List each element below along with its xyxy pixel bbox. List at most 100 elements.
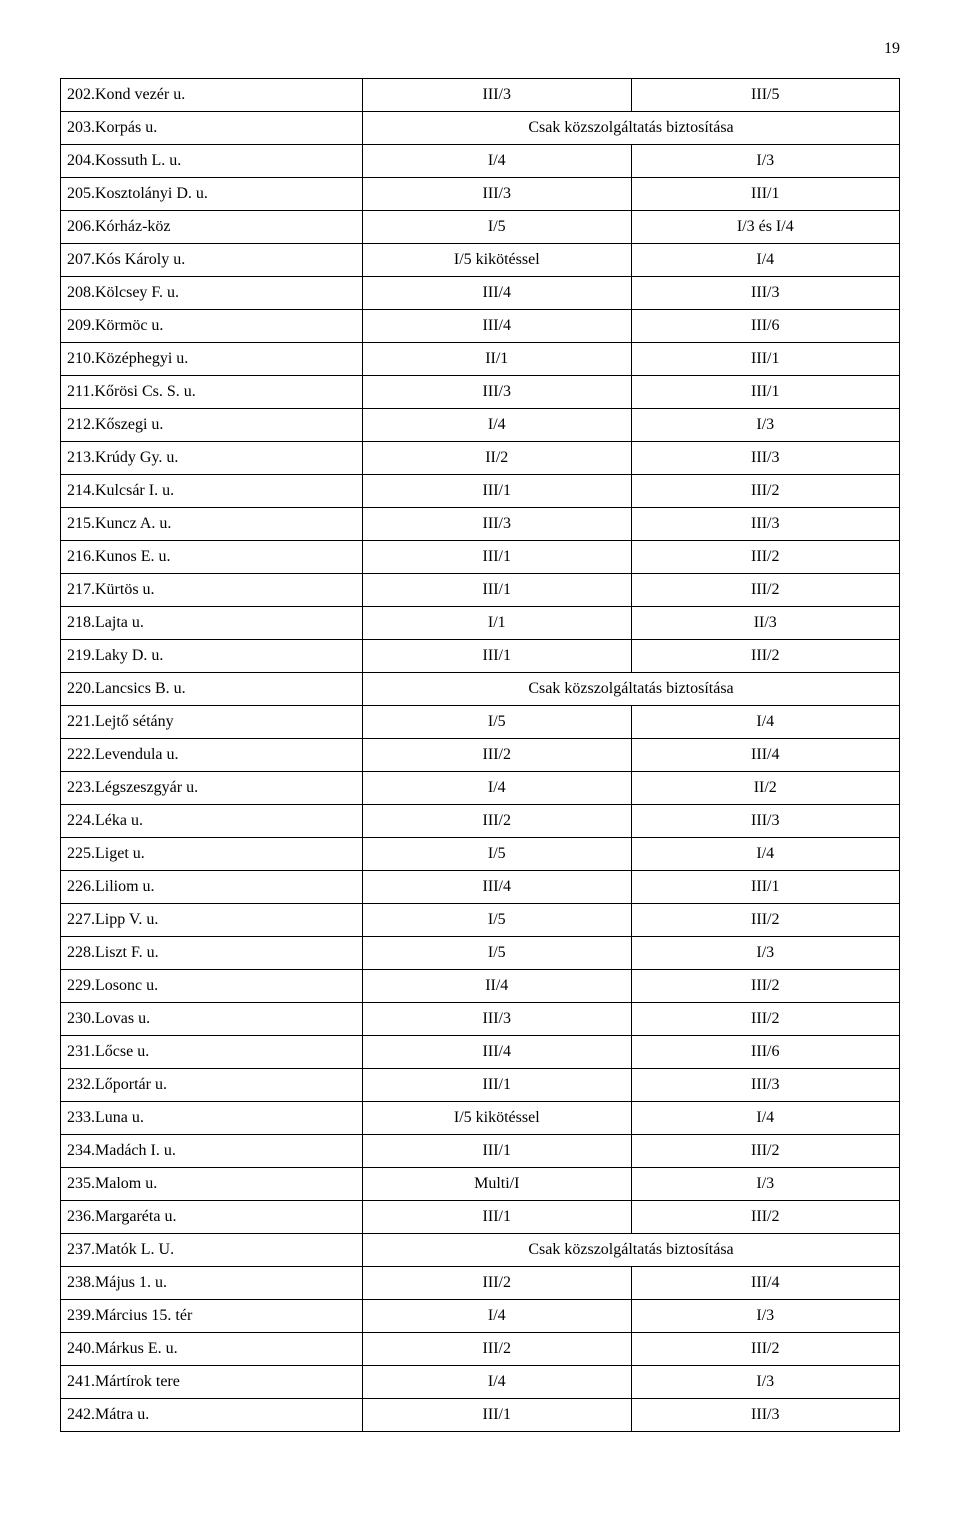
street-name-cell: 218.Lajta u. (61, 607, 363, 640)
value-cell-a: I/5 (363, 937, 631, 970)
table-row: 236.Margaréta u.III/1III/2 (61, 1201, 900, 1234)
table-row: 228.Liszt F. u.I/5I/3 (61, 937, 900, 970)
value-cell-b: III/3 (631, 508, 900, 541)
value-cell-a: I/4 (363, 145, 631, 178)
value-cell-b: I/4 (631, 1102, 900, 1135)
table-row: 213.Krúdy Gy. u.II/2III/3 (61, 442, 900, 475)
value-cell-b: III/4 (631, 739, 900, 772)
value-cell-a: I/4 (363, 409, 631, 442)
value-cell-b: III/2 (631, 1333, 900, 1366)
value-cell-a: III/1 (363, 640, 631, 673)
value-cell-a: III/3 (363, 376, 631, 409)
table-row: 241.Mártírok tereI/4I/3 (61, 1366, 900, 1399)
street-name-cell: 225.Liget u. (61, 838, 363, 871)
merged-note-cell: Csak közszolgáltatás biztosítása (363, 1234, 900, 1267)
street-name-cell: 223.Légszeszgyár u. (61, 772, 363, 805)
table-row: 230.Lovas u.III/3III/2 (61, 1003, 900, 1036)
value-cell-b: III/2 (631, 475, 900, 508)
value-cell-a: III/1 (363, 541, 631, 574)
value-cell-a: III/3 (363, 178, 631, 211)
value-cell-b: III/1 (631, 178, 900, 211)
value-cell-a: III/2 (363, 739, 631, 772)
street-name-cell: 235.Malom u. (61, 1168, 363, 1201)
value-cell-b: III/5 (631, 79, 900, 112)
value-cell-a: I/4 (363, 1366, 631, 1399)
table-row: 235.Malom u.Multi/II/3 (61, 1168, 900, 1201)
street-table: 202.Kond vezér u.III/3III/5203.Korpás u.… (60, 78, 900, 1432)
street-name-cell: 212.Kőszegi u. (61, 409, 363, 442)
value-cell-a: III/1 (363, 475, 631, 508)
value-cell-b: III/3 (631, 277, 900, 310)
street-name-cell: 234.Madách I. u. (61, 1135, 363, 1168)
value-cell-a: III/2 (363, 805, 631, 838)
value-cell-b: III/3 (631, 1399, 900, 1432)
table-row: 212.Kőszegi u.I/4I/3 (61, 409, 900, 442)
merged-note-cell: Csak közszolgáltatás biztosítása (363, 112, 900, 145)
value-cell-b: III/2 (631, 904, 900, 937)
value-cell-a: III/1 (363, 574, 631, 607)
value-cell-b: I/4 (631, 838, 900, 871)
street-name-cell: 224.Léka u. (61, 805, 363, 838)
street-name-cell: 232.Lőportár u. (61, 1069, 363, 1102)
value-cell-b: III/2 (631, 970, 900, 1003)
street-name-cell: 211.Kőrösi Cs. S. u. (61, 376, 363, 409)
table-row: 217.Kürtös u.III/1III/2 (61, 574, 900, 607)
value-cell-b: III/1 (631, 871, 900, 904)
table-row: 233.Luna u.I/5 kikötésselI/4 (61, 1102, 900, 1135)
street-name-cell: 242.Mátra u. (61, 1399, 363, 1432)
value-cell-b: II/2 (631, 772, 900, 805)
street-name-cell: 222.Levendula u. (61, 739, 363, 772)
value-cell-a: II/4 (363, 970, 631, 1003)
value-cell-a: III/3 (363, 79, 631, 112)
value-cell-b: I/3 (631, 1300, 900, 1333)
value-cell-a: I/4 (363, 1300, 631, 1333)
value-cell-b: III/2 (631, 1135, 900, 1168)
table-row: 204.Kossuth L. u.I/4I/3 (61, 145, 900, 178)
street-name-cell: 238.Május 1. u. (61, 1267, 363, 1300)
table-row: 210.Középhegyi u.II/1III/1 (61, 343, 900, 376)
value-cell-a: III/1 (363, 1069, 631, 1102)
street-name-cell: 241.Mártírok tere (61, 1366, 363, 1399)
value-cell-b: III/3 (631, 442, 900, 475)
table-row: 215.Kuncz A. u.III/3III/3 (61, 508, 900, 541)
value-cell-b: III/4 (631, 1267, 900, 1300)
value-cell-a: III/4 (363, 1036, 631, 1069)
value-cell-b: III/2 (631, 574, 900, 607)
street-name-cell: 219.Laky D. u. (61, 640, 363, 673)
value-cell-b: III/3 (631, 805, 900, 838)
value-cell-b: I/3 (631, 145, 900, 178)
value-cell-a: I/5 kikötéssel (363, 1102, 631, 1135)
table-row: 227.Lipp V. u.I/5III/2 (61, 904, 900, 937)
street-name-cell: 226.Liliom u. (61, 871, 363, 904)
street-name-cell: 204.Kossuth L. u. (61, 145, 363, 178)
table-row: 232.Lőportár u.III/1III/3 (61, 1069, 900, 1102)
value-cell-a: I/5 (363, 904, 631, 937)
value-cell-b: III/3 (631, 1069, 900, 1102)
table-row: 219.Laky D. u.III/1III/2 (61, 640, 900, 673)
street-name-cell: 230.Lovas u. (61, 1003, 363, 1036)
value-cell-b: III/2 (631, 541, 900, 574)
street-name-cell: 221.Lejtő sétány (61, 706, 363, 739)
street-name-cell: 237.Matók L. U. (61, 1234, 363, 1267)
value-cell-a: II/2 (363, 442, 631, 475)
table-row: 216.Kunos E. u.III/1III/2 (61, 541, 900, 574)
table-row: 226.Liliom u.III/4III/1 (61, 871, 900, 904)
table-row: 220.Lancsics B. u.Csak közszolgáltatás b… (61, 673, 900, 706)
table-row: 225.Liget u.I/5I/4 (61, 838, 900, 871)
value-cell-a: I/5 (363, 211, 631, 244)
value-cell-a: III/4 (363, 310, 631, 343)
table-row: 229.Losonc u.II/4III/2 (61, 970, 900, 1003)
merged-note-cell: Csak közszolgáltatás biztosítása (363, 673, 900, 706)
table-row: 237.Matók L. U.Csak közszolgáltatás bizt… (61, 1234, 900, 1267)
table-row: 238.Május 1. u.III/2III/4 (61, 1267, 900, 1300)
street-name-cell: 229.Losonc u. (61, 970, 363, 1003)
table-row: 206.Kórház-közI/5I/3 és I/4 (61, 211, 900, 244)
value-cell-b: I/4 (631, 244, 900, 277)
table-row: 224.Léka u.III/2III/3 (61, 805, 900, 838)
street-name-cell: 209.Körmöc u. (61, 310, 363, 343)
value-cell-a: III/1 (363, 1201, 631, 1234)
street-name-cell: 205.Kosztolányi D. u. (61, 178, 363, 211)
street-name-cell: 210.Középhegyi u. (61, 343, 363, 376)
value-cell-a: III/2 (363, 1333, 631, 1366)
table-row: 208.Kölcsey F. u.III/4III/3 (61, 277, 900, 310)
